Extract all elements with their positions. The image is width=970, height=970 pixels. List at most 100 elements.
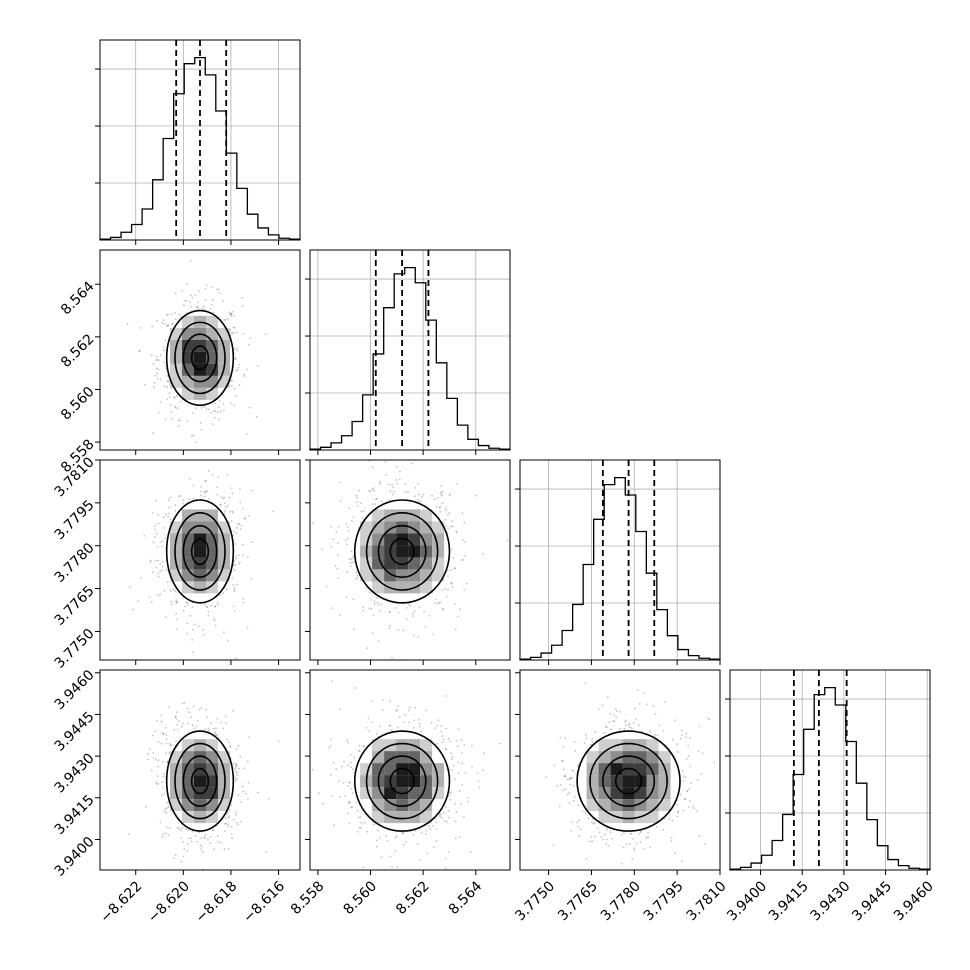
scatter-point	[391, 493, 394, 496]
scatter-point	[435, 828, 438, 830]
density-panel-3-2	[515, 669, 721, 875]
density-cell	[218, 775, 230, 788]
scatter-point	[189, 477, 192, 480]
scatter-point	[233, 326, 236, 329]
scatter-point	[445, 727, 447, 730]
scatter-point	[351, 561, 354, 564]
scatter-point	[451, 586, 454, 589]
scatter-point	[437, 497, 439, 499]
scatter-point	[602, 838, 605, 841]
scatter-point	[462, 558, 465, 561]
scatter-point	[166, 581, 169, 583]
scatter-point	[236, 369, 239, 371]
scatter-point	[449, 798, 452, 801]
scatter-point	[432, 633, 435, 636]
scatter-point	[231, 577, 234, 579]
scatter-point	[331, 795, 334, 798]
panel-content	[312, 460, 509, 660]
scatter-point	[192, 412, 194, 414]
scatter-point	[222, 877, 224, 879]
scatter-point	[681, 734, 683, 736]
scatter-point	[231, 837, 234, 840]
scatter-point	[232, 326, 235, 329]
scatter-point	[162, 833, 165, 836]
scatter-point	[164, 727, 167, 729]
scatter-point	[350, 550, 353, 552]
density-cell	[420, 787, 433, 800]
scatter-point	[234, 358, 237, 361]
scatter-point	[638, 724, 640, 726]
density-cell	[206, 581, 218, 594]
scatter-point	[176, 600, 179, 603]
scatter-point	[178, 457, 180, 459]
scatter-point	[449, 792, 452, 795]
scatter-point	[238, 554, 241, 556]
scatter-point	[199, 422, 202, 424]
scatter-point	[192, 629, 194, 631]
scatter-point	[606, 828, 609, 831]
scatter-point	[402, 843, 405, 846]
scatter-point	[212, 299, 214, 301]
scatter-point	[352, 557, 354, 559]
scatter-point	[199, 844, 202, 846]
panel-frame	[519, 669, 721, 871]
scatter-point	[380, 603, 382, 606]
density-cell	[360, 521, 373, 534]
scatter-point	[569, 778, 571, 781]
scatter-point	[452, 557, 455, 559]
scatter-point	[385, 473, 388, 476]
scatter-point	[195, 441, 197, 444]
scatter-point	[161, 836, 164, 838]
scatter-point	[235, 770, 238, 773]
scatter-point	[202, 850, 204, 853]
scatter-point	[348, 802, 351, 804]
scatter-point	[156, 783, 158, 785]
scatter-point	[166, 386, 169, 389]
scatter-point	[454, 567, 456, 570]
scatter-point	[469, 850, 472, 853]
scatter-point	[349, 562, 352, 564]
scatter-point	[239, 561, 241, 564]
scatter-point	[682, 809, 685, 812]
scatter-point	[652, 704, 655, 707]
scatter-point	[235, 557, 237, 560]
scatter-point	[382, 699, 384, 701]
scatter-point	[403, 721, 406, 723]
scatter-point	[166, 380, 169, 383]
scatter-point	[697, 750, 700, 753]
scatter-point	[499, 742, 501, 745]
scatter-point	[438, 601, 440, 604]
scatter-point	[236, 823, 239, 826]
scatter-point	[450, 582, 453, 585]
scatter-point	[128, 586, 131, 588]
scatter-point	[192, 484, 195, 487]
scatter-point	[635, 718, 637, 720]
scatter-point	[471, 745, 473, 748]
scatter-point	[247, 343, 250, 346]
scatter-point	[461, 783, 463, 786]
scatter-point	[348, 781, 351, 784]
scatter-point	[146, 752, 149, 755]
density-cell	[432, 569, 445, 582]
density-cell	[610, 787, 623, 800]
scatter-point	[350, 787, 353, 790]
scatter-point	[373, 489, 376, 492]
scatter-point	[242, 601, 245, 604]
scatter-point	[572, 800, 575, 802]
x-tick-label: 3.9415	[766, 878, 812, 924]
scatter-point	[207, 470, 210, 472]
scatter-point	[443, 811, 445, 814]
scatter-point	[218, 292, 221, 294]
scatter-point	[224, 715, 227, 718]
scatter-point	[443, 819, 446, 822]
scatter-point	[670, 837, 673, 839]
scatter-point	[347, 785, 350, 788]
density-cell	[646, 739, 659, 752]
scatter-point	[442, 607, 445, 610]
scatter-point	[211, 829, 214, 832]
scatter-point	[232, 762, 235, 765]
scatter-point	[215, 734, 218, 737]
contour-line	[389, 537, 415, 566]
scatter-point	[409, 706, 411, 709]
scatter-point	[642, 692, 645, 695]
